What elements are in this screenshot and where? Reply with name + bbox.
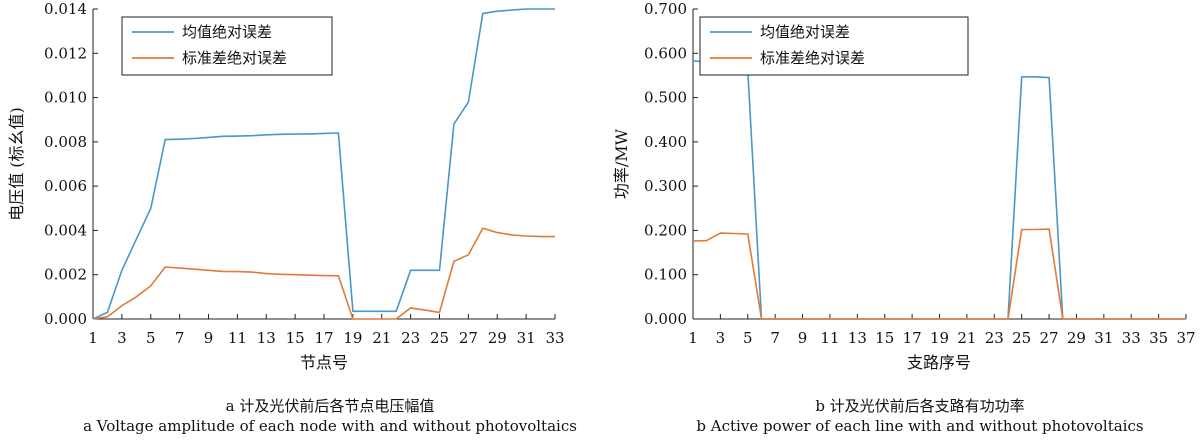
x-tick-label: 7: [175, 329, 185, 347]
x-tick-label: 27: [1040, 329, 1059, 347]
legend-label-mean: 均值绝对误差: [182, 23, 272, 41]
y-tick-label: 0.300: [644, 177, 687, 195]
x-tick-label: 5: [743, 329, 753, 347]
x-tick-label: 11: [820, 329, 839, 347]
y-tick-label: 0.004: [44, 221, 87, 239]
series-line-std: [692, 228, 1186, 320]
y-tick-label: 0.000: [644, 310, 687, 328]
caption-b-en: b Active power of each line with and wit…: [696, 417, 1144, 435]
chart-a: 0.000 0.002 0.004 0.006 0.008 0.010 0.012 0.014…: [7, 0, 565, 372]
figure-canvas: 0.000 0.002 0.004 0.006 0.008 0.010 0.012 0.014…: [7, 0, 1196, 372]
x-tick-label: 1: [688, 329, 698, 347]
x-tick-label: 3: [117, 329, 127, 347]
x-tick-label: 15: [875, 329, 894, 347]
x-axis-label: 节点号: [300, 353, 348, 372]
y-tick-label: 0.500: [644, 89, 687, 107]
y-tick-label: 0.010: [44, 89, 87, 107]
y-tick-label: 0.400: [644, 133, 687, 151]
x-tick-label: 33: [1122, 329, 1141, 347]
x-tick-label: 15: [286, 329, 305, 347]
y-axis-label: 电压值 (标幺值): [7, 107, 26, 221]
x-tick-label: 17: [903, 329, 922, 347]
x-tick-label: 7: [770, 329, 780, 347]
legend-label-std: 标准差绝对误差: [182, 49, 287, 67]
x-tick-label: 37: [1176, 329, 1195, 347]
series-line-mean: [692, 60, 1186, 320]
legend-label-mean: 均值绝对误差: [760, 23, 850, 41]
x-tick-label: 31: [517, 329, 536, 347]
x-tick-label: 21: [372, 329, 391, 347]
y-tick-label: 0.000: [44, 310, 87, 328]
x-axis-label: 支路序号: [907, 353, 971, 372]
x-tick-label: 21: [957, 329, 976, 347]
y-tick-label: 0.008: [44, 133, 87, 151]
legend-box: [121, 16, 333, 76]
x-tick-label: 9: [798, 329, 808, 347]
x-tick-label: 25: [430, 329, 449, 347]
x-tick-label: 25: [1012, 329, 1031, 347]
x-tick-label: 5: [146, 329, 156, 347]
x-tick-label: 1: [88, 329, 98, 347]
y-tick-label: 0.014: [44, 0, 87, 18]
legend-box: [699, 16, 969, 76]
caption-b: b 计及光伏前后各支路有功功率 b Active power of each l…: [640, 396, 1200, 436]
y-tick-label: 0.002: [44, 266, 87, 284]
legend-label-std: 标准差绝对误差: [760, 49, 865, 67]
x-tick-label: 31: [1094, 329, 1113, 347]
y-tick-label: 0.012: [44, 44, 87, 62]
x-tick-label: 17: [314, 329, 333, 347]
x-tick-label: 13: [848, 329, 867, 347]
y-tick-label: 0.100: [644, 266, 687, 284]
x-tick-label: 9: [204, 329, 214, 347]
y-tick-label: 0.700: [644, 0, 687, 18]
caption-a-cn: a 计及光伏前后各节点电压幅值: [225, 397, 435, 415]
y-tick-label: 0.006: [44, 177, 87, 195]
x-tick-label: 13: [257, 329, 276, 347]
x-tick-label: 29: [488, 329, 507, 347]
x-tick-label: 27: [459, 329, 478, 347]
series-line-std: [92, 227, 555, 320]
x-tick-label: 19: [930, 329, 949, 347]
caption-a-en: a Voltage amplitude of each node with an…: [83, 417, 577, 435]
x-tick-label: 19: [343, 329, 362, 347]
x-tick-label: 23: [985, 329, 1004, 347]
y-tick-label: 0.600: [644, 44, 687, 62]
caption-a: a 计及光伏前后各节点电压幅值 a Voltage amplitude of e…: [50, 396, 610, 436]
x-tick-label: 35: [1149, 329, 1168, 347]
x-tick-label: 23: [401, 329, 420, 347]
x-tick-label: 11: [228, 329, 247, 347]
y-axis-label: 功率/MW: [612, 128, 631, 199]
caption-b-cn: b 计及光伏前后各支路有功功率: [815, 397, 1025, 415]
series-line-mean: [92, 8, 555, 320]
y-tick-label: 0.200: [644, 221, 687, 239]
x-tick-label: 3: [716, 329, 726, 347]
x-tick-label: 33: [545, 329, 564, 347]
chart-b: 0.000 0.100 0.200 0.300 0.400 0.500 0.600 0.700…: [612, 0, 1196, 372]
x-tick-label: 29: [1067, 329, 1086, 347]
